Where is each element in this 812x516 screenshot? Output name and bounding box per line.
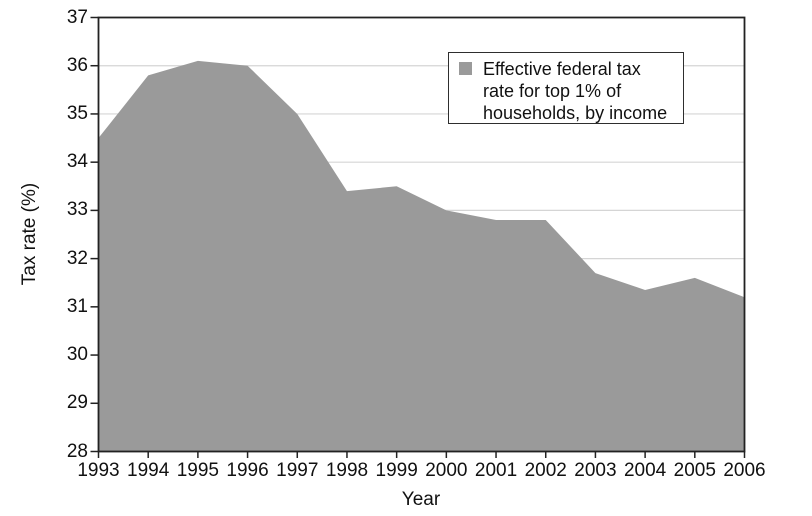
x-tick-label: 2004 xyxy=(623,460,667,481)
x-tick-label: 2002 xyxy=(524,460,567,481)
y-tick-label: 30 xyxy=(66,344,88,366)
x-tick-label: 1999 xyxy=(375,460,418,481)
y-tick-label: 37 xyxy=(66,6,88,28)
y-tick-label: 36 xyxy=(66,54,88,76)
legend-label-line: rate for top 1% of xyxy=(483,81,622,101)
legend-label-line: households, by income xyxy=(483,103,668,123)
x-tick-label: 2006 xyxy=(723,460,766,481)
y-tick-label: 28 xyxy=(66,440,88,462)
y-axis-title: Tax rate (%) xyxy=(19,182,40,286)
y-tick-label: 33 xyxy=(66,199,88,221)
axis-frame xyxy=(97,16,746,453)
legend: Effective federal tax rate for top 1% of… xyxy=(448,52,684,124)
x-tick-label: 2003 xyxy=(574,460,617,481)
x-tick-label: 1994 xyxy=(127,460,170,481)
y-tick-label: 32 xyxy=(66,247,88,269)
y-tick-label: 34 xyxy=(66,151,88,173)
y-tick-label: 35 xyxy=(66,102,88,124)
tax-rate-area-series xyxy=(98,60,745,452)
legend-label: Effective federal tax rate for top 1% of… xyxy=(483,58,667,124)
x-tick-label: 1995 xyxy=(176,460,220,481)
legend-label-line: Effective federal tax xyxy=(483,59,641,79)
x-tick-label: 1997 xyxy=(276,460,319,481)
x-tick-label: 2000 xyxy=(425,460,468,481)
x-axis-title: Year xyxy=(401,489,441,510)
y-tick-label: 29 xyxy=(66,392,88,414)
x-tick-label: 2001 xyxy=(474,460,518,481)
x-tick-label: 1996 xyxy=(226,460,269,481)
x-tick-label: 2005 xyxy=(673,460,716,481)
x-tick-label: 1993 xyxy=(77,460,120,481)
legend-marker-swatch xyxy=(459,62,472,75)
y-tick-label: 31 xyxy=(66,295,88,317)
axis-tick-marks xyxy=(90,16,746,458)
x-tick-label: 1998 xyxy=(325,460,369,481)
